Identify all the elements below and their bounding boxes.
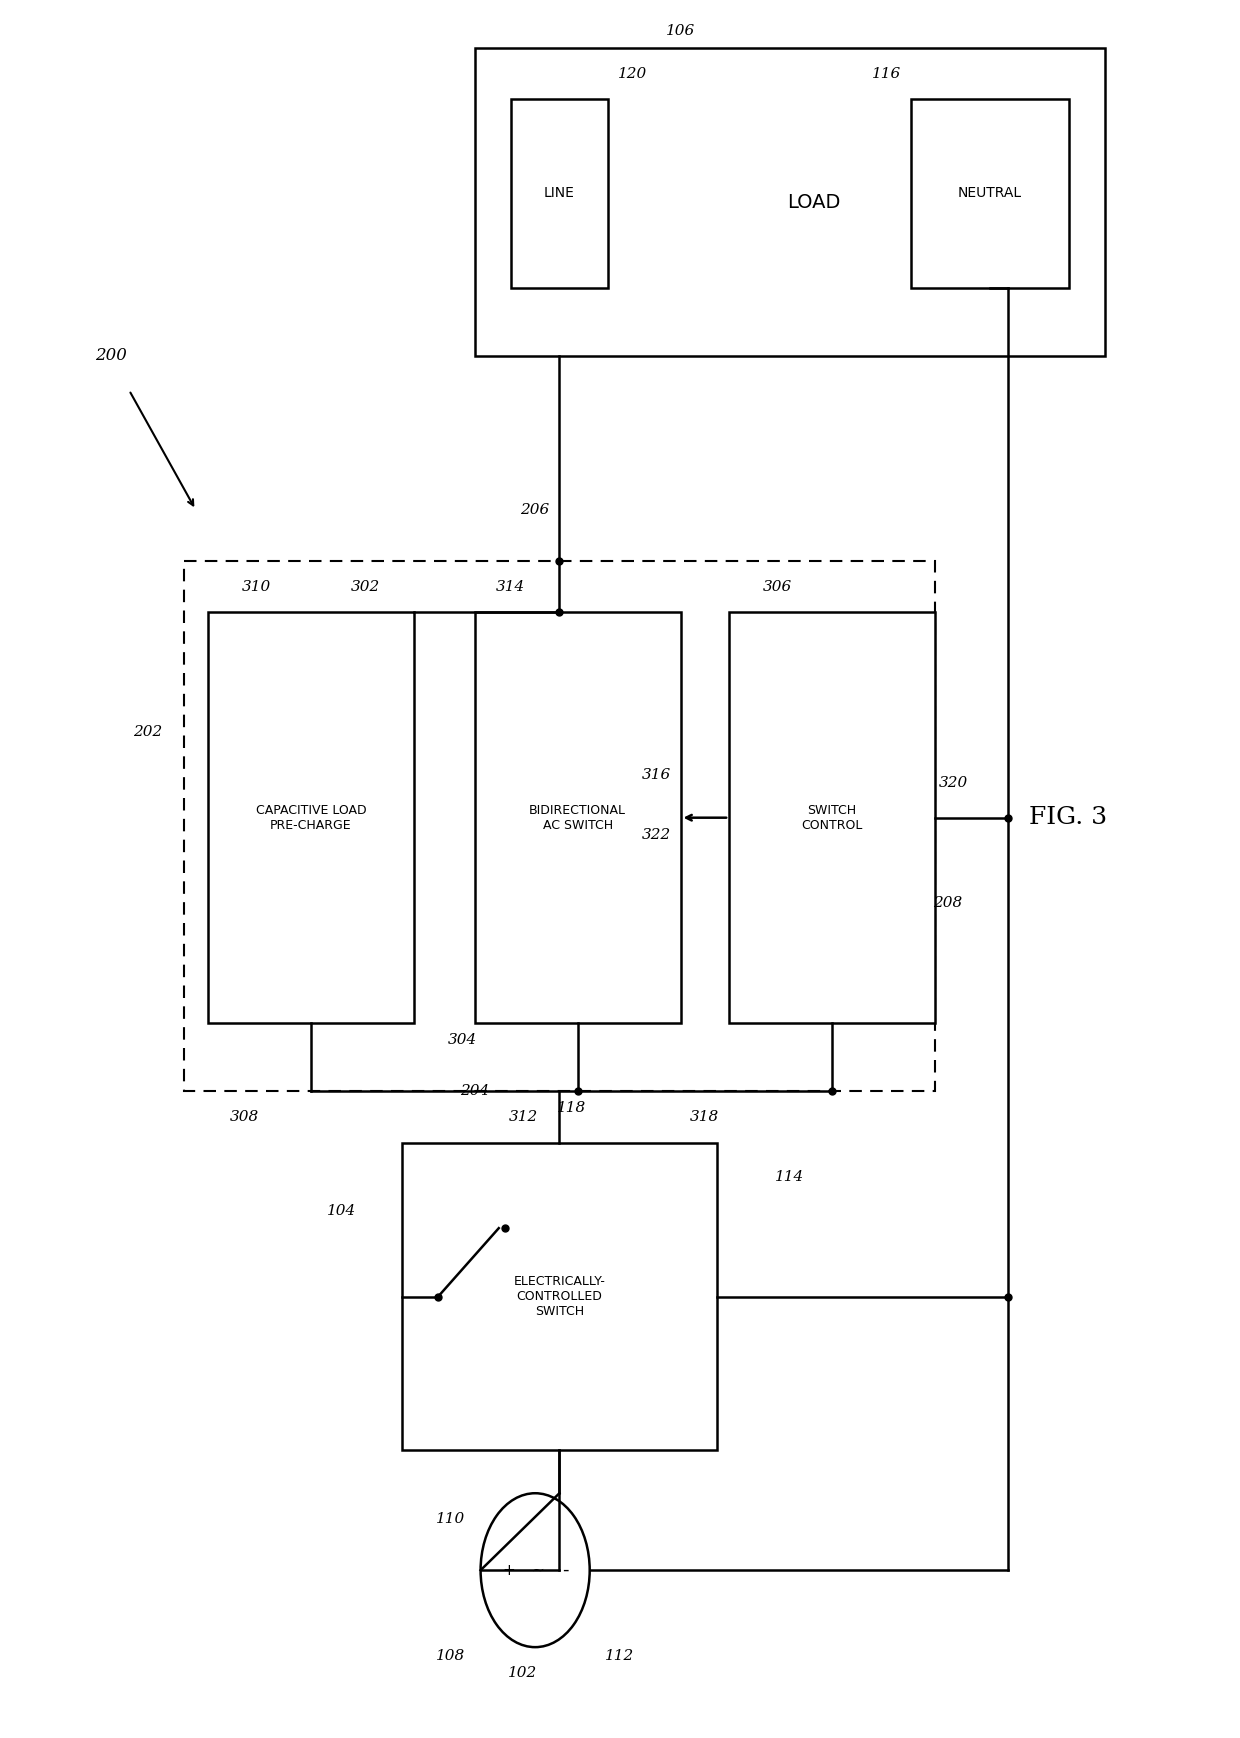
Bar [184,561,935,1091]
Text: +: + [502,1562,515,1578]
Text: CAPACITIVE LOAD
PRE-CHARGE: CAPACITIVE LOAD PRE-CHARGE [255,803,366,833]
Text: 114: 114 [775,1170,805,1184]
Text: 304: 304 [448,1032,477,1046]
Text: 208: 208 [932,897,962,911]
Text: -: - [562,1561,569,1580]
Text: 112: 112 [605,1649,635,1663]
Bar [911,99,1069,287]
Text: 206: 206 [521,502,549,516]
Text: SWITCH
CONTROL: SWITCH CONTROL [801,803,863,833]
Text: 118: 118 [557,1102,587,1116]
Text: 312: 312 [508,1111,538,1124]
Text: 320: 320 [939,777,968,791]
Text: ELECTRICALLY-
CONTROLLED
SWITCH: ELECTRICALLY- CONTROLLED SWITCH [513,1276,605,1317]
Text: 310: 310 [242,580,272,594]
Text: NEUTRAL: NEUTRAL [957,186,1022,200]
Text: 104: 104 [326,1204,356,1218]
Text: 110: 110 [435,1512,465,1526]
Text: FIG. 3: FIG. 3 [1029,806,1107,829]
Bar [511,99,608,287]
Text: 102: 102 [508,1665,538,1681]
Text: 308: 308 [229,1111,259,1124]
Text: BIDIRECTIONAL
AC SWITCH: BIDIRECTIONAL AC SWITCH [529,803,626,833]
Bar [475,612,681,1024]
Bar [475,49,1105,356]
Text: 306: 306 [763,580,792,594]
Text: 204: 204 [460,1085,489,1098]
Text: 108: 108 [435,1649,465,1663]
Bar [402,1142,717,1451]
Text: LOAD: LOAD [787,193,841,212]
Text: 302: 302 [351,580,379,594]
Text: 316: 316 [642,768,671,782]
Text: 314: 314 [496,580,526,594]
Text: 322: 322 [642,827,671,841]
Text: LINE: LINE [544,186,575,200]
Text: 120: 120 [618,66,647,80]
Bar [208,612,414,1024]
Text: ~: ~ [531,1562,544,1578]
Bar [729,612,935,1024]
Text: 318: 318 [691,1111,719,1124]
Text: 116: 116 [872,66,901,80]
Text: 200: 200 [95,348,126,365]
Text: 106: 106 [666,24,696,38]
Text: 202: 202 [133,725,162,739]
